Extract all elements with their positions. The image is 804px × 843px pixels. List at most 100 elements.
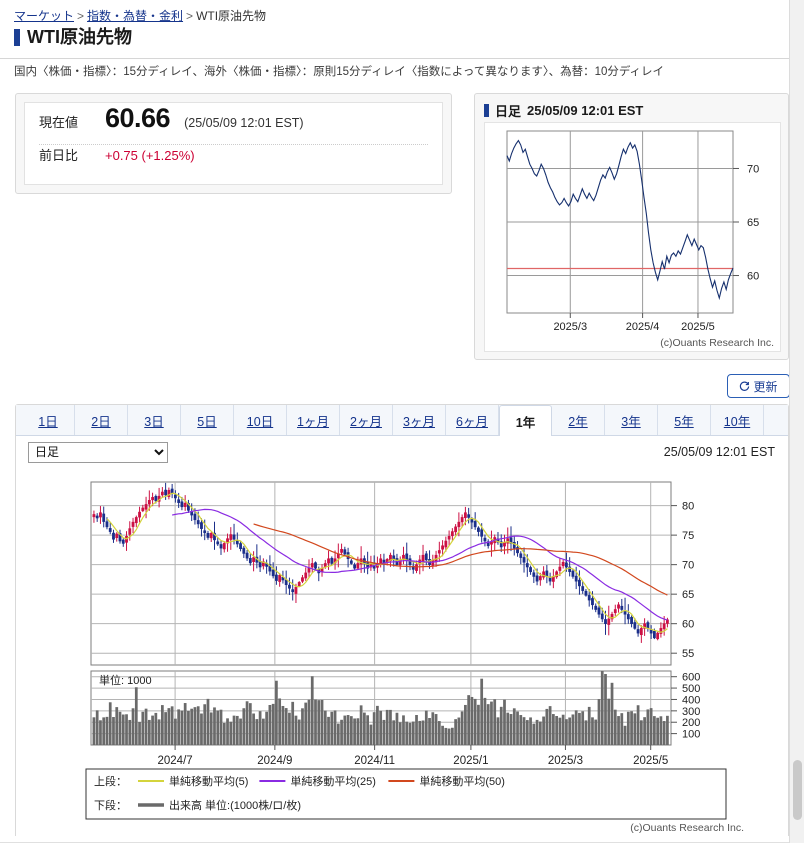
candle-body [232, 534, 236, 540]
frequency-select[interactable]: 日足週足月足 [28, 441, 168, 463]
volume-bar [294, 715, 298, 745]
volume-y-tick-label: 400 [682, 694, 700, 706]
candle-body [473, 521, 477, 528]
volume-bar [506, 712, 510, 745]
volume-bar [571, 714, 575, 745]
breadcrumb-item-market[interactable]: マーケット [14, 9, 75, 23]
volume-bar [193, 707, 197, 745]
period-tab-3日[interactable]: 3日 [128, 405, 181, 435]
mini-x-tick-label: 2025/5 [681, 321, 715, 333]
period-tab-3ヶ月[interactable]: 3ヶ月 [393, 405, 446, 435]
candle-body [242, 547, 246, 554]
period-tab-6ヶ月[interactable]: 6ヶ月 [446, 405, 499, 435]
candle-body [626, 614, 630, 620]
volume-bar [95, 710, 99, 745]
scrollbar-thumb[interactable] [793, 760, 802, 820]
candle-body [454, 526, 458, 533]
volume-bar [656, 717, 660, 745]
candle-body [105, 521, 109, 528]
candle-body [519, 553, 523, 558]
candle-body [278, 574, 282, 582]
main-chart-credit: (c)Ouants Research Inc. [630, 822, 744, 834]
volume-bar [213, 707, 216, 745]
refresh-button[interactable]: 更新 [727, 374, 790, 398]
volume-bar [258, 711, 262, 745]
candle-body [444, 540, 448, 548]
chart-controls: 日足週足月足 25/05/09 12:01 EST [16, 436, 788, 468]
candle-body [457, 521, 461, 528]
volume-bar [561, 714, 565, 745]
candle-body [128, 528, 132, 535]
candle-body [574, 575, 578, 582]
volume-bar [499, 706, 503, 745]
period-tab-5日[interactable]: 5日 [181, 405, 234, 435]
period-tab-1ヶ月[interactable]: 1ヶ月 [287, 405, 340, 435]
volume-bar [516, 711, 519, 745]
volume-bar [242, 708, 246, 745]
candle-body [108, 528, 112, 532]
candle-body [643, 623, 647, 629]
x-tick-label: 2025/5 [633, 755, 668, 767]
volume-bar [327, 716, 330, 745]
mini-chart-timestamp: 25/05/09 12:01 EST [527, 103, 644, 118]
volume-bar [112, 717, 115, 745]
candle-body [600, 613, 604, 620]
volume-bar [529, 717, 532, 745]
volume-bar [138, 721, 141, 745]
volume-bar [483, 697, 487, 745]
legend-upper-label: 上段： [94, 774, 127, 788]
candle-body [314, 562, 317, 569]
volume-bar [659, 716, 663, 745]
legend-box [85, 768, 727, 820]
volume-bar [385, 709, 389, 745]
period-tab-3年[interactable]: 3年 [605, 405, 658, 435]
candle-body [535, 575, 539, 582]
volume-bar [141, 711, 145, 745]
period-tab-1年[interactable]: 1年 [499, 405, 552, 436]
candle-body [424, 553, 428, 561]
volume-bar [538, 721, 542, 745]
volume-bar [200, 713, 203, 745]
candle-body [538, 576, 542, 581]
volume-bar [105, 716, 109, 745]
period-tab-10日[interactable]: 10日 [234, 405, 287, 435]
volume-bar [555, 716, 558, 745]
candle-body [297, 582, 301, 587]
candle-body [486, 541, 490, 547]
candle-body [597, 607, 601, 615]
volume-bar [108, 702, 112, 745]
period-tab-2ヶ月[interactable]: 2ヶ月 [340, 405, 393, 435]
candle-body [229, 534, 233, 540]
candle-body [522, 557, 526, 563]
period-tab-10年[interactable]: 10年 [711, 405, 764, 435]
quote-change-row: 前日比 +0.75 (+1.25%) [39, 145, 428, 187]
price-y-tick-label: 65 [682, 589, 694, 601]
period-tab-1日[interactable]: 1日 [22, 405, 75, 435]
breadcrumb-item-indices[interactable]: 指数・為替・金利 [87, 9, 184, 23]
volume-bar [568, 717, 572, 745]
candle-body [587, 595, 591, 601]
volume-bar [187, 710, 190, 745]
volume-bar [323, 710, 327, 745]
volume-bar [587, 706, 591, 745]
period-tabs: 1日 2日 3日 5日 10日 1ヶ月 2ヶ月 3ヶ月 6ヶ月 1年 2年 3年 5年 10年 [16, 405, 788, 436]
volume-bar [229, 721, 233, 745]
quote-current-time: (25/05/09 12:01 EST) [184, 116, 304, 130]
volume-bar [379, 710, 383, 745]
volume-bar [320, 699, 324, 745]
volume-bar [151, 715, 154, 745]
page-scrollbar[interactable] [789, 0, 804, 843]
volume-bar [552, 714, 555, 745]
volume-bar [431, 712, 435, 745]
candle-body [578, 579, 581, 587]
period-tab-5年[interactable]: 5年 [658, 405, 711, 435]
period-tab-2年[interactable]: 2年 [552, 405, 605, 435]
volume-bar [353, 718, 356, 745]
volume-bar [226, 718, 229, 745]
volume-bar [174, 718, 177, 745]
period-tab-2日[interactable]: 2日 [75, 405, 128, 435]
x-tick-label: 2025/1 [453, 755, 488, 767]
candle-body [349, 560, 353, 564]
candle-body [164, 489, 168, 496]
